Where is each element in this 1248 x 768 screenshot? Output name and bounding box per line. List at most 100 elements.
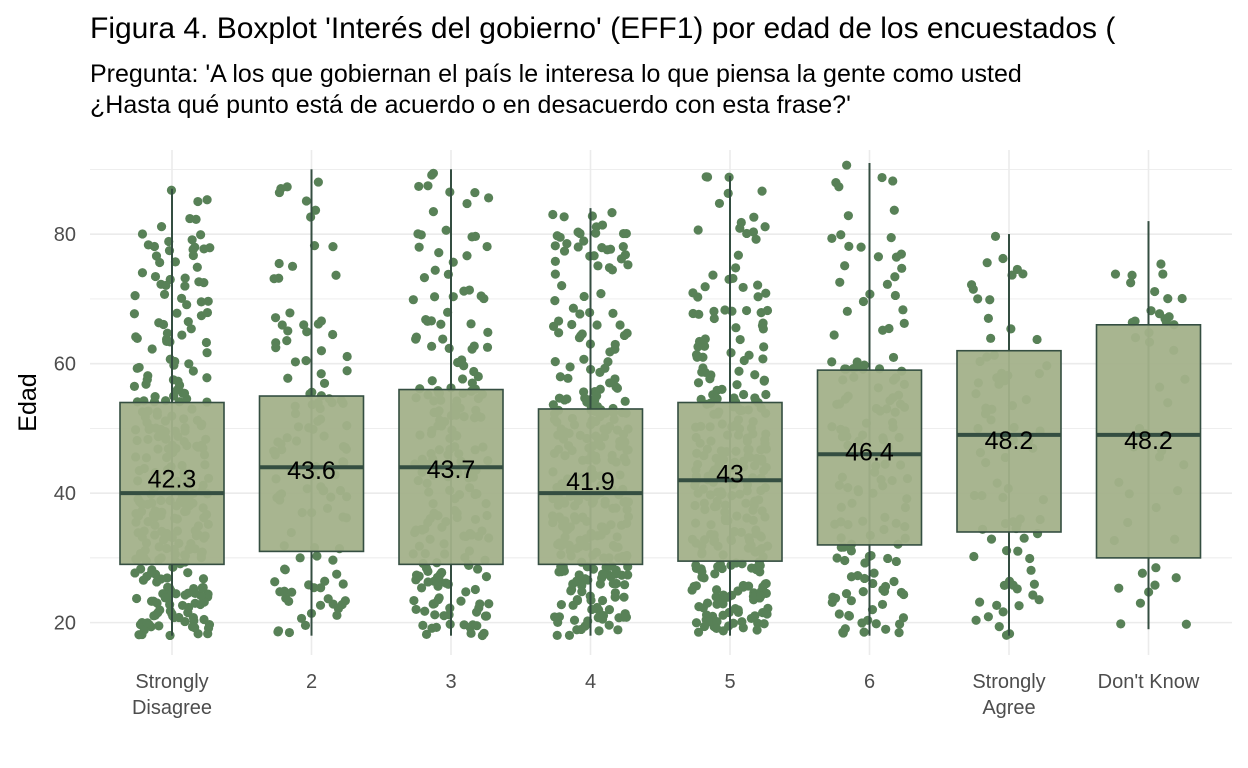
jitter-point bbox=[702, 598, 713, 608]
jitter-point bbox=[187, 235, 197, 245]
jitter-point bbox=[190, 598, 200, 608]
jitter-point bbox=[183, 317, 193, 327]
jitter-point bbox=[836, 230, 846, 240]
jitter-point bbox=[146, 568, 156, 578]
jitter-point bbox=[749, 212, 759, 222]
jitter-point bbox=[732, 380, 742, 390]
jitter-point bbox=[723, 592, 733, 602]
jitter-point bbox=[969, 551, 979, 562]
jitter-point bbox=[596, 289, 606, 299]
jitter-point bbox=[575, 309, 585, 319]
jitter-point bbox=[170, 257, 181, 267]
jitter-point bbox=[897, 263, 907, 273]
jitter-point bbox=[562, 239, 572, 249]
jitter-point bbox=[752, 625, 762, 635]
x-tick-label: Don't Know bbox=[1098, 671, 1200, 693]
jitter-point bbox=[129, 309, 140, 319]
jitter-point bbox=[827, 597, 837, 607]
jitter-point bbox=[557, 281, 567, 291]
jitter-point bbox=[413, 229, 423, 239]
jitter-point bbox=[169, 360, 179, 370]
jitter-point bbox=[165, 630, 175, 641]
jitter-point bbox=[834, 182, 844, 192]
jitter-point bbox=[985, 295, 995, 305]
jitter-point bbox=[594, 626, 604, 636]
jitter-point bbox=[597, 595, 608, 606]
jitter-point bbox=[310, 205, 321, 215]
jitter-point bbox=[180, 281, 190, 291]
jitter-point bbox=[607, 208, 617, 218]
jitter-point bbox=[575, 228, 585, 239]
jitter-point bbox=[457, 374, 468, 384]
jitter-point bbox=[480, 611, 491, 621]
jitter-point bbox=[568, 303, 578, 313]
jitter-point bbox=[319, 378, 330, 388]
jitter-point bbox=[482, 342, 493, 352]
jitter-point bbox=[469, 341, 479, 351]
jitter-point bbox=[432, 572, 443, 583]
jitter-point bbox=[846, 546, 856, 556]
jitter-point bbox=[840, 261, 850, 271]
jitter-point bbox=[579, 387, 589, 397]
jitter-point bbox=[877, 172, 887, 183]
jitter-point bbox=[700, 282, 710, 292]
mean-label: 42.3 bbox=[148, 465, 197, 493]
jitter-point bbox=[178, 388, 188, 398]
jitter-point bbox=[287, 261, 298, 271]
jitter-point bbox=[1135, 598, 1146, 608]
jitter-point bbox=[130, 291, 140, 301]
mean-label: 41.9 bbox=[566, 468, 615, 496]
chart-subtitle-line-1: Pregunta: 'A los que gobiernan el país l… bbox=[90, 60, 1022, 88]
jitter-point bbox=[883, 553, 893, 564]
jitter-point bbox=[332, 569, 342, 579]
jitter-point bbox=[134, 362, 144, 373]
jitter-point bbox=[615, 320, 625, 330]
jitter-point bbox=[623, 260, 633, 270]
jitter-point bbox=[471, 607, 482, 617]
jitter-point bbox=[563, 373, 573, 383]
jitter-point bbox=[990, 231, 1001, 241]
jitter-point bbox=[183, 568, 193, 578]
jitter-point bbox=[316, 346, 327, 356]
jitter-point bbox=[202, 195, 212, 205]
jitter-point bbox=[846, 596, 856, 606]
jitter-point bbox=[859, 360, 869, 370]
jitter-point bbox=[567, 319, 577, 330]
jitter-point bbox=[285, 308, 295, 318]
jitter-point bbox=[576, 331, 586, 341]
jitter-point bbox=[299, 320, 309, 330]
x-tick-label: 3 bbox=[445, 671, 456, 693]
jitter-point bbox=[552, 231, 562, 241]
jitter-point bbox=[301, 196, 312, 206]
jitter-point bbox=[473, 371, 483, 382]
jitter-point bbox=[694, 309, 704, 319]
jitter-point bbox=[735, 223, 745, 233]
jitter-point bbox=[280, 564, 290, 574]
jitter-point bbox=[758, 318, 768, 328]
jitter-point bbox=[556, 599, 566, 610]
jitter-point bbox=[621, 228, 631, 239]
jitter-point bbox=[714, 198, 725, 209]
jitter-point bbox=[152, 577, 162, 587]
jitter-point bbox=[456, 596, 466, 606]
jitter-point bbox=[579, 291, 589, 302]
jitter-point bbox=[1018, 269, 1028, 279]
jitter-point bbox=[154, 621, 164, 631]
jitter-point bbox=[829, 330, 839, 340]
jitter-point bbox=[998, 607, 1008, 617]
jitter-point bbox=[408, 295, 418, 305]
jitter-point bbox=[423, 577, 433, 587]
jitter-point bbox=[746, 613, 756, 624]
jitter-point bbox=[871, 619, 881, 629]
jitter-point bbox=[1014, 601, 1024, 611]
jitter-point bbox=[274, 258, 284, 269]
jitter-point bbox=[750, 370, 760, 380]
jitter-point bbox=[579, 354, 589, 364]
jitter-point bbox=[983, 612, 993, 622]
x-tick-label: 5 bbox=[724, 671, 735, 693]
jitter-point bbox=[587, 211, 597, 221]
jitter-point bbox=[185, 213, 195, 224]
jitter-point bbox=[758, 608, 768, 618]
jitter-point bbox=[620, 609, 630, 619]
